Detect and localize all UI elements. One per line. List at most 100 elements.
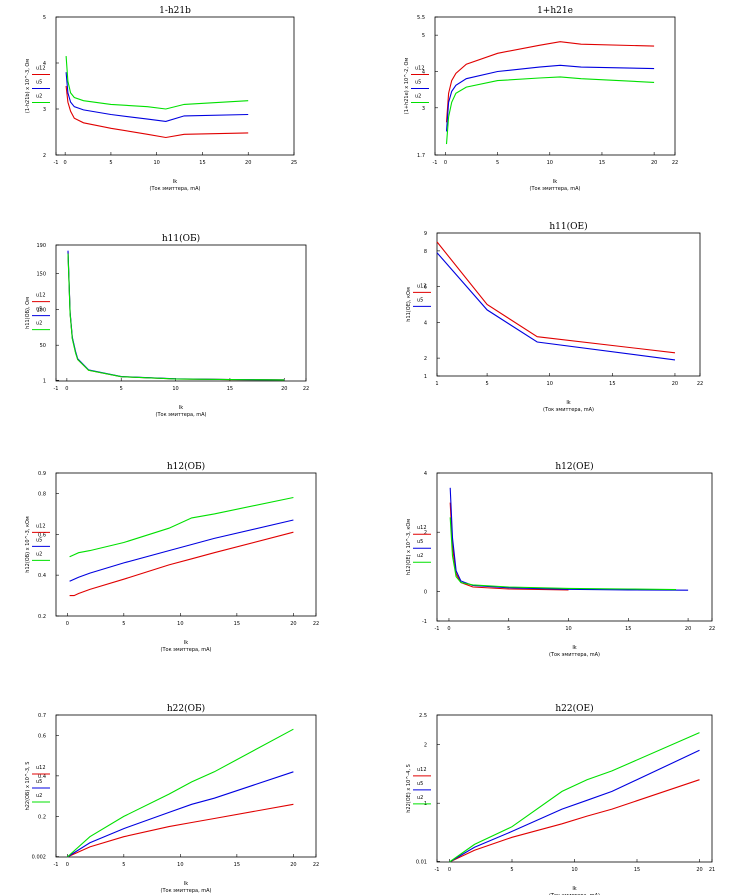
series-line-u5 [69, 519, 294, 582]
x-axis-sublabel: (Ток эмиттера, mA) [530, 186, 581, 192]
x-axis-sublabel: (Ток эмиттера, mA) [549, 652, 600, 658]
y-tick-label: 0.4 [38, 573, 46, 579]
series-line-u12 [449, 779, 700, 863]
x-tick-label: 10 [547, 160, 553, 166]
x-tick-label: 5 [109, 160, 112, 166]
series-line-u12 [67, 803, 294, 858]
y-tick-label: 3 [422, 106, 425, 112]
x-axis-label: Ik [566, 400, 570, 406]
plot-frame [436, 472, 713, 622]
series-line-u2 [445, 76, 655, 145]
x-tick-label: 0 [65, 386, 68, 392]
series-line-u12 [67, 252, 285, 381]
x-tick-label: 15 [599, 160, 605, 166]
x-axis-sublabel: (Ток эмиттера, mA) [161, 647, 212, 653]
x-tick-label: 10 [177, 621, 183, 627]
y-tick-label: 2.5 [419, 713, 427, 719]
y-tick-label: 5 [43, 15, 46, 21]
chart-title: h22(ОБ) [167, 703, 205, 714]
x-tick-label: 0 [66, 621, 69, 627]
chart-title: h12(ОБ) [167, 461, 205, 472]
x-tick-label: 20 [290, 862, 296, 868]
y-tick-label: 150 [36, 272, 46, 278]
x-tick-label: 5 [486, 381, 489, 387]
y-tick-label: 0.2 [38, 614, 46, 620]
x-tick-label: -1 [54, 862, 59, 868]
x-axis-sublabel: (Ток эмиттера, mA) [156, 412, 207, 418]
x-tick-label: -1 [433, 160, 438, 166]
y-tick-label: 5 [422, 33, 425, 39]
y-tick-label: 100 [36, 307, 46, 313]
y-tick-label: 0.6 [38, 733, 46, 739]
y-tick-label: 4 [424, 320, 427, 326]
x-tick-label: 5 [122, 621, 125, 627]
x-axis-sublabel: (Ток эмиттера, mA) [150, 186, 201, 192]
x-tick-label: -1 [54, 160, 59, 166]
series-line-u2 [449, 517, 677, 591]
y-axis-label: h12(ОБ) x 10^-3, кОм [25, 516, 31, 573]
series-line-u5 [436, 252, 676, 361]
y-tick-label: 0 [424, 589, 427, 595]
legend-label: u5 [417, 781, 423, 787]
y-tick-label: 5.5 [417, 15, 425, 21]
x-tick-label: 15 [234, 621, 240, 627]
chart-title: h11(ОЕ) [549, 221, 587, 232]
chart-1: 1-h21b -1 0 5 10 15 20 25 2 3 4 5 Ik(Ток эмиттера, m… [25, 6, 297, 192]
x-axis-label: Ik [184, 640, 188, 646]
x-tick-label: 15 [625, 626, 631, 632]
x-tick-label: 21 [709, 867, 715, 873]
legend-label: u5 [417, 539, 423, 545]
series-line-u5 [67, 250, 285, 381]
x-tick-label: 20 [290, 621, 296, 627]
y-axis-label: h22(ОБ) x 10^-3, S [25, 762, 31, 811]
y-axis-label: h22(ОЕ) x 10^-4, S [406, 764, 412, 813]
x-tick-label: 15 [227, 386, 233, 392]
series-line-u5 [65, 72, 249, 122]
x-tick-label: 10 [547, 381, 553, 387]
legend-label: u2 [417, 795, 423, 801]
plot-frame [55, 472, 317, 617]
x-tick-label: 20 [651, 160, 657, 166]
series-line-u12 [436, 241, 676, 354]
chart-title: h12(ОЕ) [555, 461, 593, 472]
legend-label: u2 [417, 553, 423, 559]
y-tick-label: 0.01 [416, 859, 427, 865]
plot-frame [434, 16, 676, 156]
y-tick-label: 0.4 [38, 774, 46, 780]
x-axis-label: Ik [184, 881, 188, 887]
y-tick-label: 1 [424, 374, 427, 380]
x-tick-label: 22 [697, 381, 703, 387]
legend-label: u5 [36, 779, 42, 785]
x-tick-label: 5 [507, 626, 510, 632]
x-tick-label: 15 [199, 160, 205, 166]
y-tick-label: 0.002 [32, 855, 46, 861]
x-tick-label: 0 [66, 862, 69, 868]
plot-frame [55, 244, 307, 382]
y-tick-label: 0.8 [38, 491, 46, 497]
series-line-u5 [445, 64, 655, 132]
x-tick-label: 1 [435, 381, 438, 387]
chart-6: h12(ОЕ) -1 0 5 10 15 20 22 -1 0 2 4 Ik(Ток эмиттера,… [406, 461, 715, 658]
chart-title: h22(ОЕ) [555, 703, 593, 714]
chart-5: h12(ОБ) 0 5 10 15 20 22 0.2 0.4 0.6 0.8 0.9 Ik(Ток э… [25, 461, 319, 653]
x-tick-label: -1 [435, 626, 440, 632]
x-tick-label: 0 [444, 160, 447, 166]
legend-label: u12 [36, 65, 46, 71]
y-axis-label: h11(ОЕ), кОм [406, 287, 412, 322]
x-tick-label: 10 [571, 867, 577, 873]
x-axis-label: Ik [572, 645, 576, 651]
plot-frame [436, 232, 701, 377]
x-axis-label: Ik [173, 179, 177, 185]
legend-label: u2 [415, 93, 421, 99]
x-tick-label: -1 [435, 867, 440, 873]
x-tick-label: 25 [291, 160, 297, 166]
y-tick-label: 8 [424, 249, 427, 255]
legend-label: u12 [36, 765, 46, 771]
y-tick-label: 1.7 [417, 153, 425, 159]
y-tick-label: 4 [424, 471, 427, 477]
x-tick-label: 22 [709, 626, 715, 632]
legend-label: u2 [36, 551, 42, 557]
x-tick-label: 5 [496, 160, 499, 166]
series-line-u12 [69, 531, 294, 597]
